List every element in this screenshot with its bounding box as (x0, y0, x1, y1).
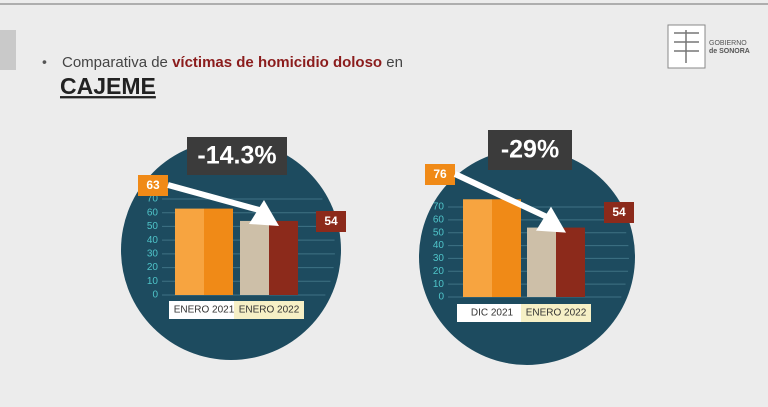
bar (240, 220, 298, 295)
y-tick-label: 60 (147, 207, 159, 218)
side-tab (0, 30, 16, 70)
y-tick-label: 10 (147, 276, 159, 287)
logo-icon (674, 30, 699, 63)
category-box (457, 304, 527, 322)
category-label: ENERO 2022 (526, 308, 587, 319)
trend-arrowhead (536, 206, 566, 233)
value-label: 76 (433, 167, 447, 181)
y-tick-label: 0 (438, 292, 444, 303)
y-tick-label: 30 (147, 248, 159, 259)
value-label-box (425, 164, 455, 185)
y-tick-label: 60 (433, 214, 445, 225)
y-tick-label: 10 (433, 279, 445, 290)
y-tick-label: 70 (433, 202, 445, 213)
value-label: 54 (324, 214, 338, 228)
y-tick-label: 20 (147, 262, 159, 273)
logo-line2: de SONORA (709, 48, 750, 55)
category-box (521, 304, 591, 322)
change-box (488, 130, 572, 170)
y-tick-label: 40 (147, 235, 159, 246)
y-tick-label: 0 (152, 290, 158, 301)
bar (527, 227, 585, 297)
value-label-box (316, 211, 346, 232)
bar (463, 199, 521, 297)
header-text: Comparativa de víctimas de homicidio dol… (62, 54, 403, 71)
value-label: 63 (146, 178, 160, 192)
value-label: 54 (612, 205, 626, 219)
trend-arrow (167, 182, 260, 213)
y-tick-label: 40 (433, 240, 445, 251)
y-tick-label: 30 (433, 253, 445, 264)
y-tick-label: 50 (433, 227, 445, 238)
change-label: -29% (501, 136, 559, 164)
category-box (169, 301, 239, 319)
value-label-box (138, 175, 168, 196)
category-box (234, 301, 304, 319)
header-before: Comparativa de (62, 54, 172, 71)
header-highlight: víctimas de homicidio doloso (172, 54, 382, 71)
y-tick-label: 70 (147, 194, 159, 205)
bar (175, 208, 233, 295)
header-title: CAJEME (60, 73, 156, 99)
logo-line1: GOBIERNO (709, 40, 747, 47)
bullet: • (42, 54, 47, 70)
y-tick-label: 50 (147, 221, 159, 232)
category-label: ENERO 2022 (239, 305, 300, 316)
header-after: en (382, 54, 403, 71)
category-label: DIC 2021 (471, 308, 514, 319)
category-label: ENERO 2021 (174, 305, 235, 316)
change-box (187, 137, 287, 175)
trend-arrow (453, 171, 548, 220)
y-tick-label: 20 (433, 266, 445, 277)
change-label: -14.3% (197, 142, 276, 170)
trend-arrowhead (249, 199, 279, 226)
value-label-box (604, 202, 634, 223)
